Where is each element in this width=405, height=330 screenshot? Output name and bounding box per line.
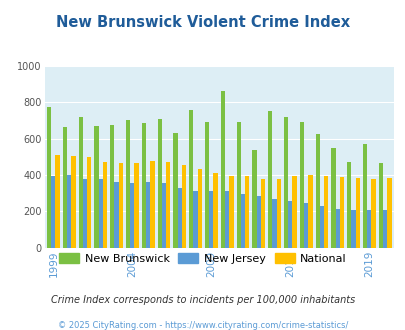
- Bar: [245, 176, 249, 248]
- Bar: [146, 182, 150, 248]
- Bar: [240, 194, 245, 248]
- Bar: [209, 191, 213, 248]
- Bar: [319, 206, 323, 248]
- Bar: [126, 120, 130, 248]
- Bar: [114, 182, 118, 248]
- Bar: [351, 210, 355, 248]
- Bar: [67, 175, 71, 248]
- Bar: [189, 111, 193, 248]
- Bar: [366, 210, 371, 248]
- Bar: [78, 117, 83, 248]
- Bar: [315, 134, 319, 248]
- Bar: [330, 148, 335, 248]
- Bar: [83, 179, 87, 248]
- Bar: [288, 201, 292, 248]
- Bar: [98, 180, 102, 248]
- Bar: [307, 175, 312, 248]
- Bar: [267, 112, 272, 248]
- Bar: [94, 126, 98, 248]
- Text: Crime Index corresponds to incidents per 100,000 inhabitants: Crime Index corresponds to incidents per…: [51, 295, 354, 305]
- Bar: [213, 173, 217, 248]
- Bar: [371, 179, 375, 248]
- Bar: [323, 176, 328, 248]
- Bar: [272, 199, 276, 248]
- Bar: [276, 179, 280, 248]
- Bar: [193, 191, 197, 248]
- Bar: [162, 183, 166, 248]
- Bar: [339, 177, 343, 248]
- Bar: [260, 180, 264, 248]
- Bar: [102, 162, 107, 248]
- Bar: [87, 157, 91, 248]
- Bar: [292, 176, 296, 248]
- Bar: [362, 144, 366, 248]
- Text: New Brunswick Violent Crime Index: New Brunswick Violent Crime Index: [56, 15, 349, 30]
- Bar: [378, 163, 382, 248]
- Bar: [141, 123, 146, 248]
- Bar: [229, 176, 233, 248]
- Bar: [130, 183, 134, 248]
- Bar: [256, 196, 260, 248]
- Bar: [386, 178, 390, 248]
- Bar: [51, 176, 55, 248]
- Bar: [181, 165, 185, 248]
- Legend: New Brunswick, New Jersey, National: New Brunswick, New Jersey, National: [54, 249, 351, 268]
- Bar: [346, 162, 351, 248]
- Bar: [118, 163, 123, 248]
- Bar: [382, 210, 386, 248]
- Bar: [47, 107, 51, 248]
- Bar: [220, 91, 224, 248]
- Bar: [71, 156, 75, 248]
- Bar: [150, 161, 154, 248]
- Text: © 2025 CityRating.com - https://www.cityrating.com/crime-statistics/: © 2025 CityRating.com - https://www.city…: [58, 321, 347, 330]
- Bar: [355, 178, 359, 248]
- Bar: [236, 122, 240, 248]
- Bar: [303, 203, 307, 248]
- Bar: [224, 191, 229, 248]
- Bar: [197, 169, 201, 248]
- Bar: [134, 163, 139, 248]
- Bar: [157, 118, 162, 248]
- Bar: [177, 187, 181, 248]
- Bar: [63, 127, 67, 248]
- Bar: [299, 122, 303, 248]
- Bar: [205, 122, 209, 248]
- Bar: [110, 125, 114, 248]
- Bar: [283, 117, 288, 248]
- Bar: [173, 133, 177, 248]
- Bar: [335, 209, 339, 248]
- Bar: [166, 162, 170, 248]
- Bar: [252, 150, 256, 248]
- Bar: [55, 155, 60, 248]
